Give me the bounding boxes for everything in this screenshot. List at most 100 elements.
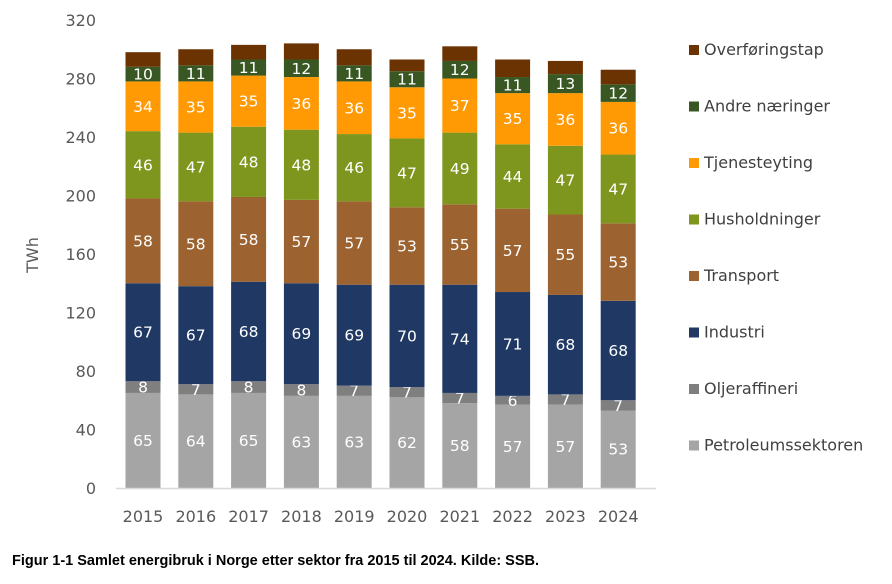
legend: Overføringstap Andre næringer Tjenesteytin…	[689, 40, 863, 455]
legend-item: Petroleumssektoren	[689, 436, 863, 455]
data-label: 7	[560, 391, 570, 409]
bar-segment	[600, 223, 636, 301]
bar-segment	[178, 286, 214, 385]
bar-segment	[283, 395, 319, 488]
bar-segment	[178, 49, 214, 66]
x-axis: 2015 2016 2017 2018 2019 2020 2021 2022 2023 2024	[123, 507, 639, 526]
bar-segment	[283, 43, 319, 60]
bar-segment	[600, 84, 636, 102]
bar-segment	[336, 134, 372, 202]
legend-item: Overføringstap	[689, 40, 824, 59]
bar-stack-2019: 63 7 69 57 46 36 11	[336, 49, 372, 488]
data-label: 35	[239, 93, 259, 111]
data-label: 74	[450, 330, 470, 348]
data-label: 58	[450, 437, 470, 455]
legend-swatch	[689, 158, 699, 168]
x-tick-label: 2017	[228, 507, 269, 526]
bar-stack-2023: 57 7 68 55 47 36 13	[547, 60, 583, 488]
data-label: 71	[503, 335, 523, 353]
bar-segment	[389, 138, 425, 208]
x-tick-label: 2018	[281, 507, 322, 526]
data-label: 8	[296, 382, 306, 400]
data-label: 36	[344, 99, 364, 117]
data-label: 11	[239, 59, 259, 77]
bar-segment	[442, 284, 478, 393]
bar-segment	[336, 284, 372, 386]
bar-segment	[442, 46, 478, 61]
bar-segment	[389, 87, 425, 139]
data-label: 64	[186, 433, 206, 451]
bar-segment	[125, 131, 161, 199]
bar-segment	[442, 78, 478, 133]
bar-segment	[283, 283, 319, 385]
bar-segment	[495, 77, 531, 94]
data-label: 8	[244, 379, 254, 397]
data-label: 70	[397, 327, 417, 345]
bar-segment	[231, 126, 267, 197]
bar-segment	[442, 392, 478, 404]
x-tick-label: 2019	[334, 507, 375, 526]
bar-stack-2020: 62 7 70 53 47 35 11	[389, 59, 425, 488]
data-label: 34	[133, 98, 153, 116]
y-tick-label: 40	[76, 421, 96, 440]
bar-segment	[125, 392, 161, 488]
bar-segment	[547, 60, 583, 75]
data-label: 58	[133, 232, 153, 250]
x-tick-label: 2023	[545, 507, 586, 526]
bar-segment	[231, 196, 267, 282]
data-label: 49	[450, 160, 470, 178]
bar-segment	[231, 59, 267, 76]
data-label: 57	[556, 438, 576, 456]
bar-stack-2016: 64 7 67 58 47 35 11	[178, 49, 214, 488]
bar-segment	[178, 81, 214, 133]
data-label: 65	[239, 432, 259, 450]
bar-segment	[495, 144, 531, 209]
bar-segment	[336, 81, 372, 135]
legend-swatch	[689, 271, 699, 281]
bar-segment	[389, 207, 425, 285]
bar-segment	[442, 403, 478, 488]
data-label: 55	[450, 236, 470, 254]
y-tick-label: 0	[86, 479, 96, 498]
bar-segment	[231, 281, 267, 382]
data-label: 53	[608, 441, 628, 459]
legend-item: Andre næringer	[689, 97, 830, 116]
bar-segment	[178, 394, 214, 488]
data-label: 67	[186, 327, 206, 345]
data-label: 47	[397, 164, 417, 182]
data-label: 68	[239, 323, 259, 341]
data-label: 58	[186, 235, 206, 253]
bar-segment	[336, 49, 372, 66]
bar-stack-2015: 65 8 67 58 46 34 10	[125, 52, 161, 488]
data-label: 48	[292, 156, 312, 174]
y-tick-label: 80	[76, 362, 96, 381]
data-label: 57	[344, 235, 364, 253]
legend-swatch	[689, 440, 699, 451]
data-label: 47	[186, 158, 206, 176]
y-axis-label: TWh	[23, 237, 42, 274]
bar-stack-2022: 57 6 71 57 44 35 11	[495, 59, 531, 488]
data-label: 67	[133, 324, 153, 342]
legend-swatch	[689, 384, 699, 394]
x-tick-label: 2021	[439, 507, 480, 526]
bar-segment	[442, 204, 478, 285]
bar-segment	[125, 198, 161, 284]
bars: 6586758463410647675847351165868584835116…	[125, 43, 636, 488]
data-label: 7	[613, 397, 623, 415]
x-tick-label: 2022	[492, 507, 533, 526]
bar-segment	[547, 394, 583, 405]
bar-segment	[125, 381, 161, 393]
bar-segment	[600, 69, 636, 85]
legend-item: Industri	[689, 323, 765, 342]
data-label: 12	[292, 60, 312, 78]
legend-label: Industri	[704, 323, 765, 342]
bar-segment	[389, 387, 425, 398]
data-label: 12	[450, 61, 470, 79]
data-label: 69	[292, 325, 312, 343]
legend-label: Overføringstap	[704, 40, 824, 59]
bar-segment	[442, 60, 478, 79]
data-label: 35	[397, 104, 417, 122]
data-label: 11	[397, 71, 417, 89]
data-label: 36	[292, 95, 312, 113]
legend-item: Transport	[689, 266, 779, 285]
